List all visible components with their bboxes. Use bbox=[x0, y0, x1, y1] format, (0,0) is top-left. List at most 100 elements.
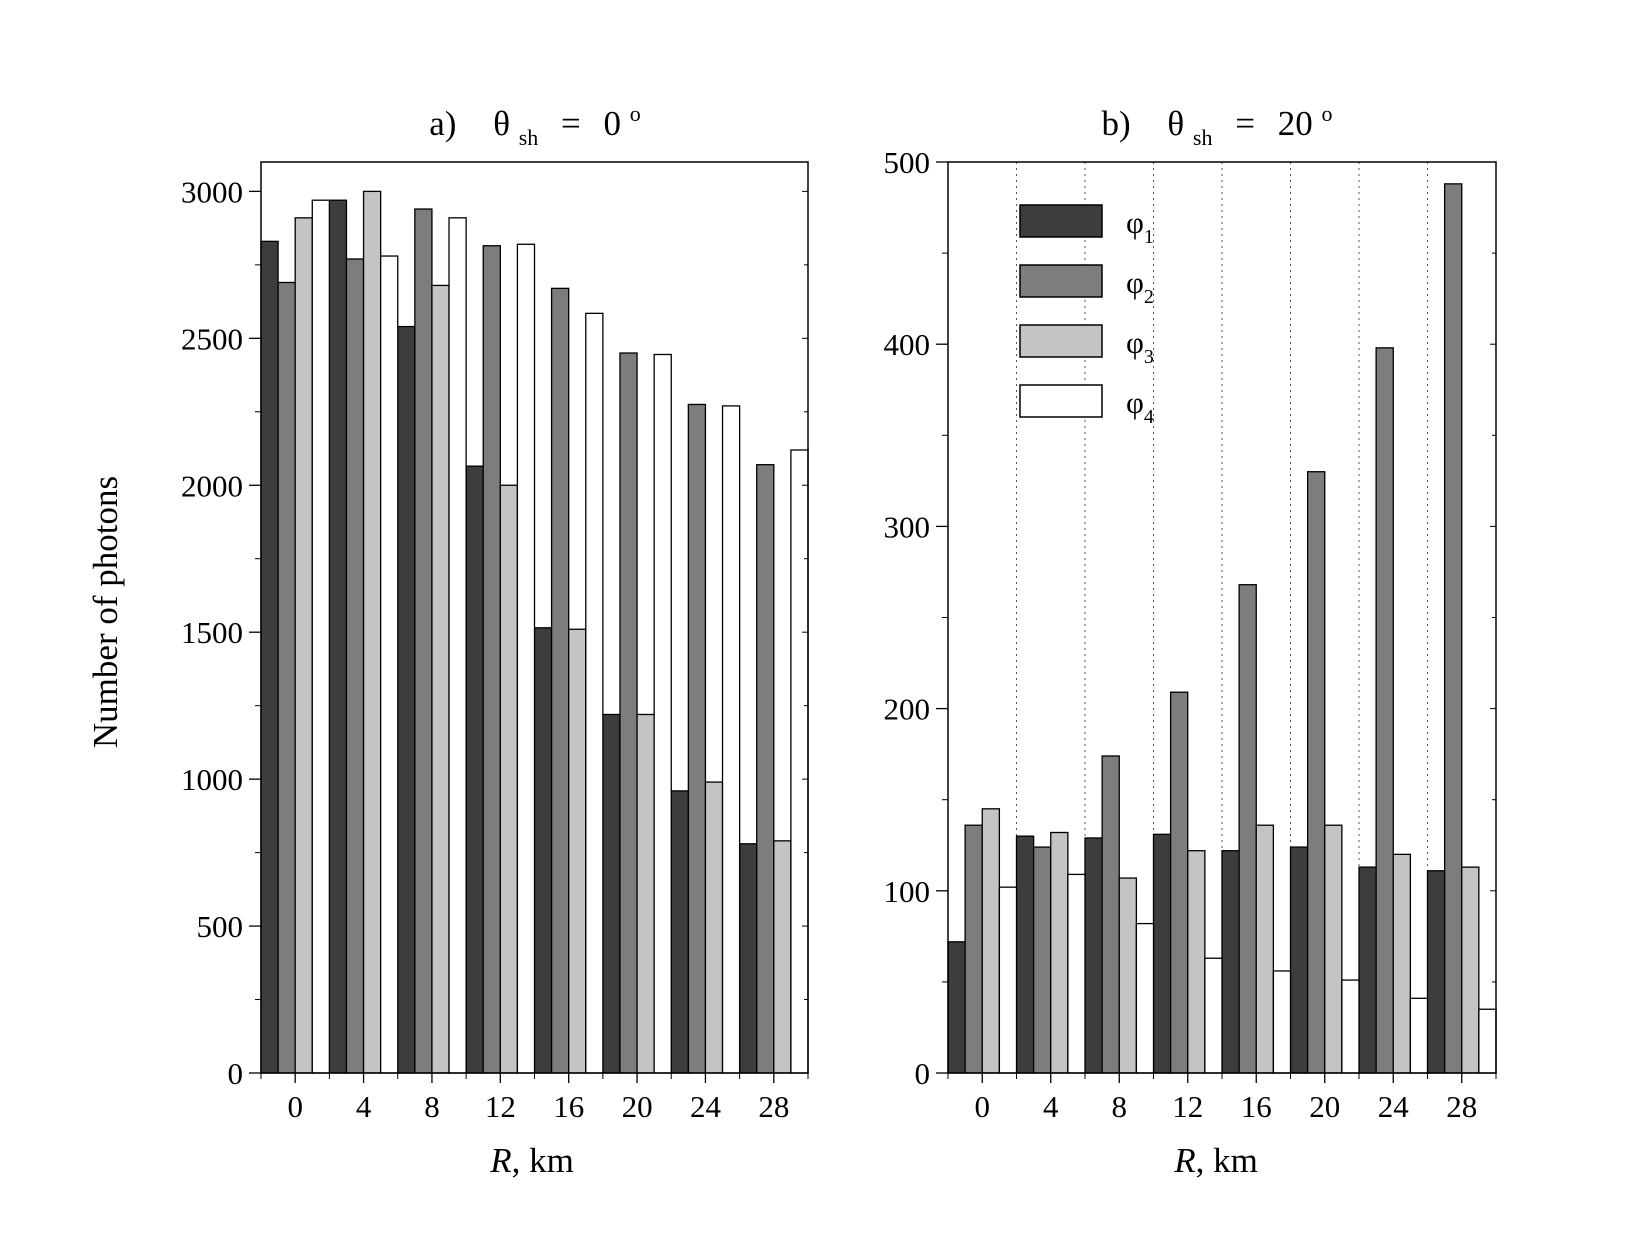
bar bbox=[1289, 846, 1309, 1074]
title-prefix: b) bbox=[1102, 104, 1131, 143]
x-tick-label: 16 bbox=[553, 1089, 584, 1124]
bar bbox=[380, 255, 399, 1074]
bar bbox=[585, 312, 604, 1074]
bar bbox=[704, 781, 724, 1074]
x-tick-label: 16 bbox=[1241, 1089, 1272, 1124]
bar bbox=[981, 808, 1001, 1074]
x-tick-label: 8 bbox=[1112, 1089, 1128, 1124]
bar bbox=[1255, 824, 1275, 1074]
bar bbox=[568, 628, 587, 1074]
bar bbox=[947, 941, 966, 1074]
x-tick-label: 12 bbox=[1172, 1089, 1203, 1124]
bar bbox=[1169, 691, 1189, 1074]
bar bbox=[964, 824, 983, 1074]
y-tick-label: 100 bbox=[884, 874, 931, 909]
x-axis-label-b: R, km bbox=[1173, 1141, 1258, 1180]
x-tick-label: 28 bbox=[1446, 1089, 1477, 1124]
bar bbox=[1015, 835, 1035, 1074]
x-tick-label: 4 bbox=[1043, 1089, 1059, 1124]
bar bbox=[431, 284, 450, 1074]
legend-swatch bbox=[1019, 324, 1103, 358]
y-tick-label: 2000 bbox=[181, 468, 243, 503]
y-tick-label: 200 bbox=[884, 692, 931, 727]
bar bbox=[328, 199, 348, 1074]
y-tick-label: 400 bbox=[884, 327, 931, 362]
title-equals: = bbox=[1235, 104, 1255, 143]
title-superscript: o bbox=[1321, 101, 1332, 126]
x-axis-unit: , km bbox=[512, 1141, 574, 1180]
bar bbox=[619, 352, 638, 1074]
bars-b bbox=[947, 183, 1497, 1074]
legend: φ1 φ2 φ3 φ4 bbox=[1019, 204, 1154, 428]
legend-label: φ3 bbox=[1126, 325, 1154, 368]
bar bbox=[397, 325, 416, 1074]
x-tick-label: 12 bbox=[485, 1089, 516, 1124]
x-axis-label-a: R, km bbox=[489, 1141, 574, 1180]
bar bbox=[533, 627, 553, 1074]
bar bbox=[482, 245, 501, 1074]
title-subscript: sh bbox=[519, 125, 539, 150]
x-tick-label: 20 bbox=[622, 1089, 653, 1124]
title-superscript: o bbox=[630, 101, 641, 126]
legend-label: φ1 bbox=[1126, 205, 1154, 248]
chart-panel-a: a) θ sh = 0 o 0 500 1000 1500 2000 2500 3000 0 4… bbox=[181, 101, 809, 1180]
y-tick-label: 2500 bbox=[181, 321, 243, 356]
bar bbox=[414, 208, 433, 1074]
bar bbox=[516, 243, 536, 1074]
bar bbox=[721, 405, 741, 1074]
title-symbol: θ bbox=[1167, 104, 1184, 143]
bar bbox=[756, 464, 775, 1074]
axes-b: 0 100 200 300 400 500 0 4 8 12 16 20 24 28 bbox=[884, 145, 1497, 1124]
x-axis-var: R bbox=[489, 1141, 511, 1180]
y-tick-label: 1000 bbox=[181, 762, 243, 797]
y-tick-label: 0 bbox=[915, 1056, 931, 1091]
bar bbox=[1204, 957, 1223, 1074]
bar bbox=[1392, 853, 1412, 1074]
bar bbox=[998, 886, 1018, 1074]
x-tick-label: 24 bbox=[690, 1089, 722, 1124]
x-axis-unit: , km bbox=[1196, 1141, 1258, 1180]
chart-title-a: a) θ sh = 0 o bbox=[429, 101, 641, 153]
title-equals: = bbox=[561, 104, 581, 143]
x-tick-label: 20 bbox=[1309, 1089, 1340, 1124]
bar bbox=[311, 199, 331, 1074]
bar bbox=[1118, 877, 1138, 1074]
bar bbox=[1358, 866, 1377, 1074]
bar bbox=[790, 449, 809, 1074]
bar bbox=[1341, 979, 1360, 1074]
bar bbox=[773, 840, 792, 1074]
bar bbox=[1238, 584, 1257, 1074]
bar bbox=[1478, 1008, 1497, 1074]
title-symbol: θ bbox=[493, 104, 510, 143]
bar bbox=[636, 713, 655, 1074]
axes-a: 0 500 1000 1500 2000 2500 3000 0 4 8 12 16 20 24 28 bbox=[181, 174, 809, 1124]
x-tick-label: 4 bbox=[356, 1089, 372, 1124]
y-tick-label: 1500 bbox=[181, 615, 243, 650]
bar bbox=[602, 713, 621, 1074]
y-tick-label: 3000 bbox=[181, 174, 243, 209]
bar bbox=[362, 190, 382, 1074]
bar bbox=[1152, 833, 1172, 1074]
legend-swatch bbox=[1019, 264, 1103, 298]
legend-label: φ2 bbox=[1126, 265, 1154, 308]
bar bbox=[550, 287, 570, 1074]
bar bbox=[1067, 873, 1086, 1074]
bar bbox=[670, 790, 689, 1074]
bar bbox=[277, 281, 296, 1074]
title-subscript: sh bbox=[1193, 125, 1213, 150]
title-value: 20 bbox=[1278, 104, 1313, 143]
y-tick-label: 500 bbox=[197, 909, 244, 944]
bar bbox=[345, 258, 365, 1074]
bar bbox=[653, 353, 672, 1074]
y-axis-label: Number of photons bbox=[86, 476, 125, 748]
bar bbox=[448, 217, 467, 1074]
x-tick-label: 0 bbox=[287, 1089, 303, 1124]
bar bbox=[687, 403, 707, 1074]
bar bbox=[1135, 922, 1155, 1074]
legend-swatch bbox=[1019, 204, 1103, 238]
x-tick-label: 8 bbox=[424, 1089, 440, 1124]
bar bbox=[1032, 846, 1052, 1074]
title-value: 0 bbox=[604, 104, 622, 143]
x-tick-label: 24 bbox=[1378, 1089, 1410, 1124]
